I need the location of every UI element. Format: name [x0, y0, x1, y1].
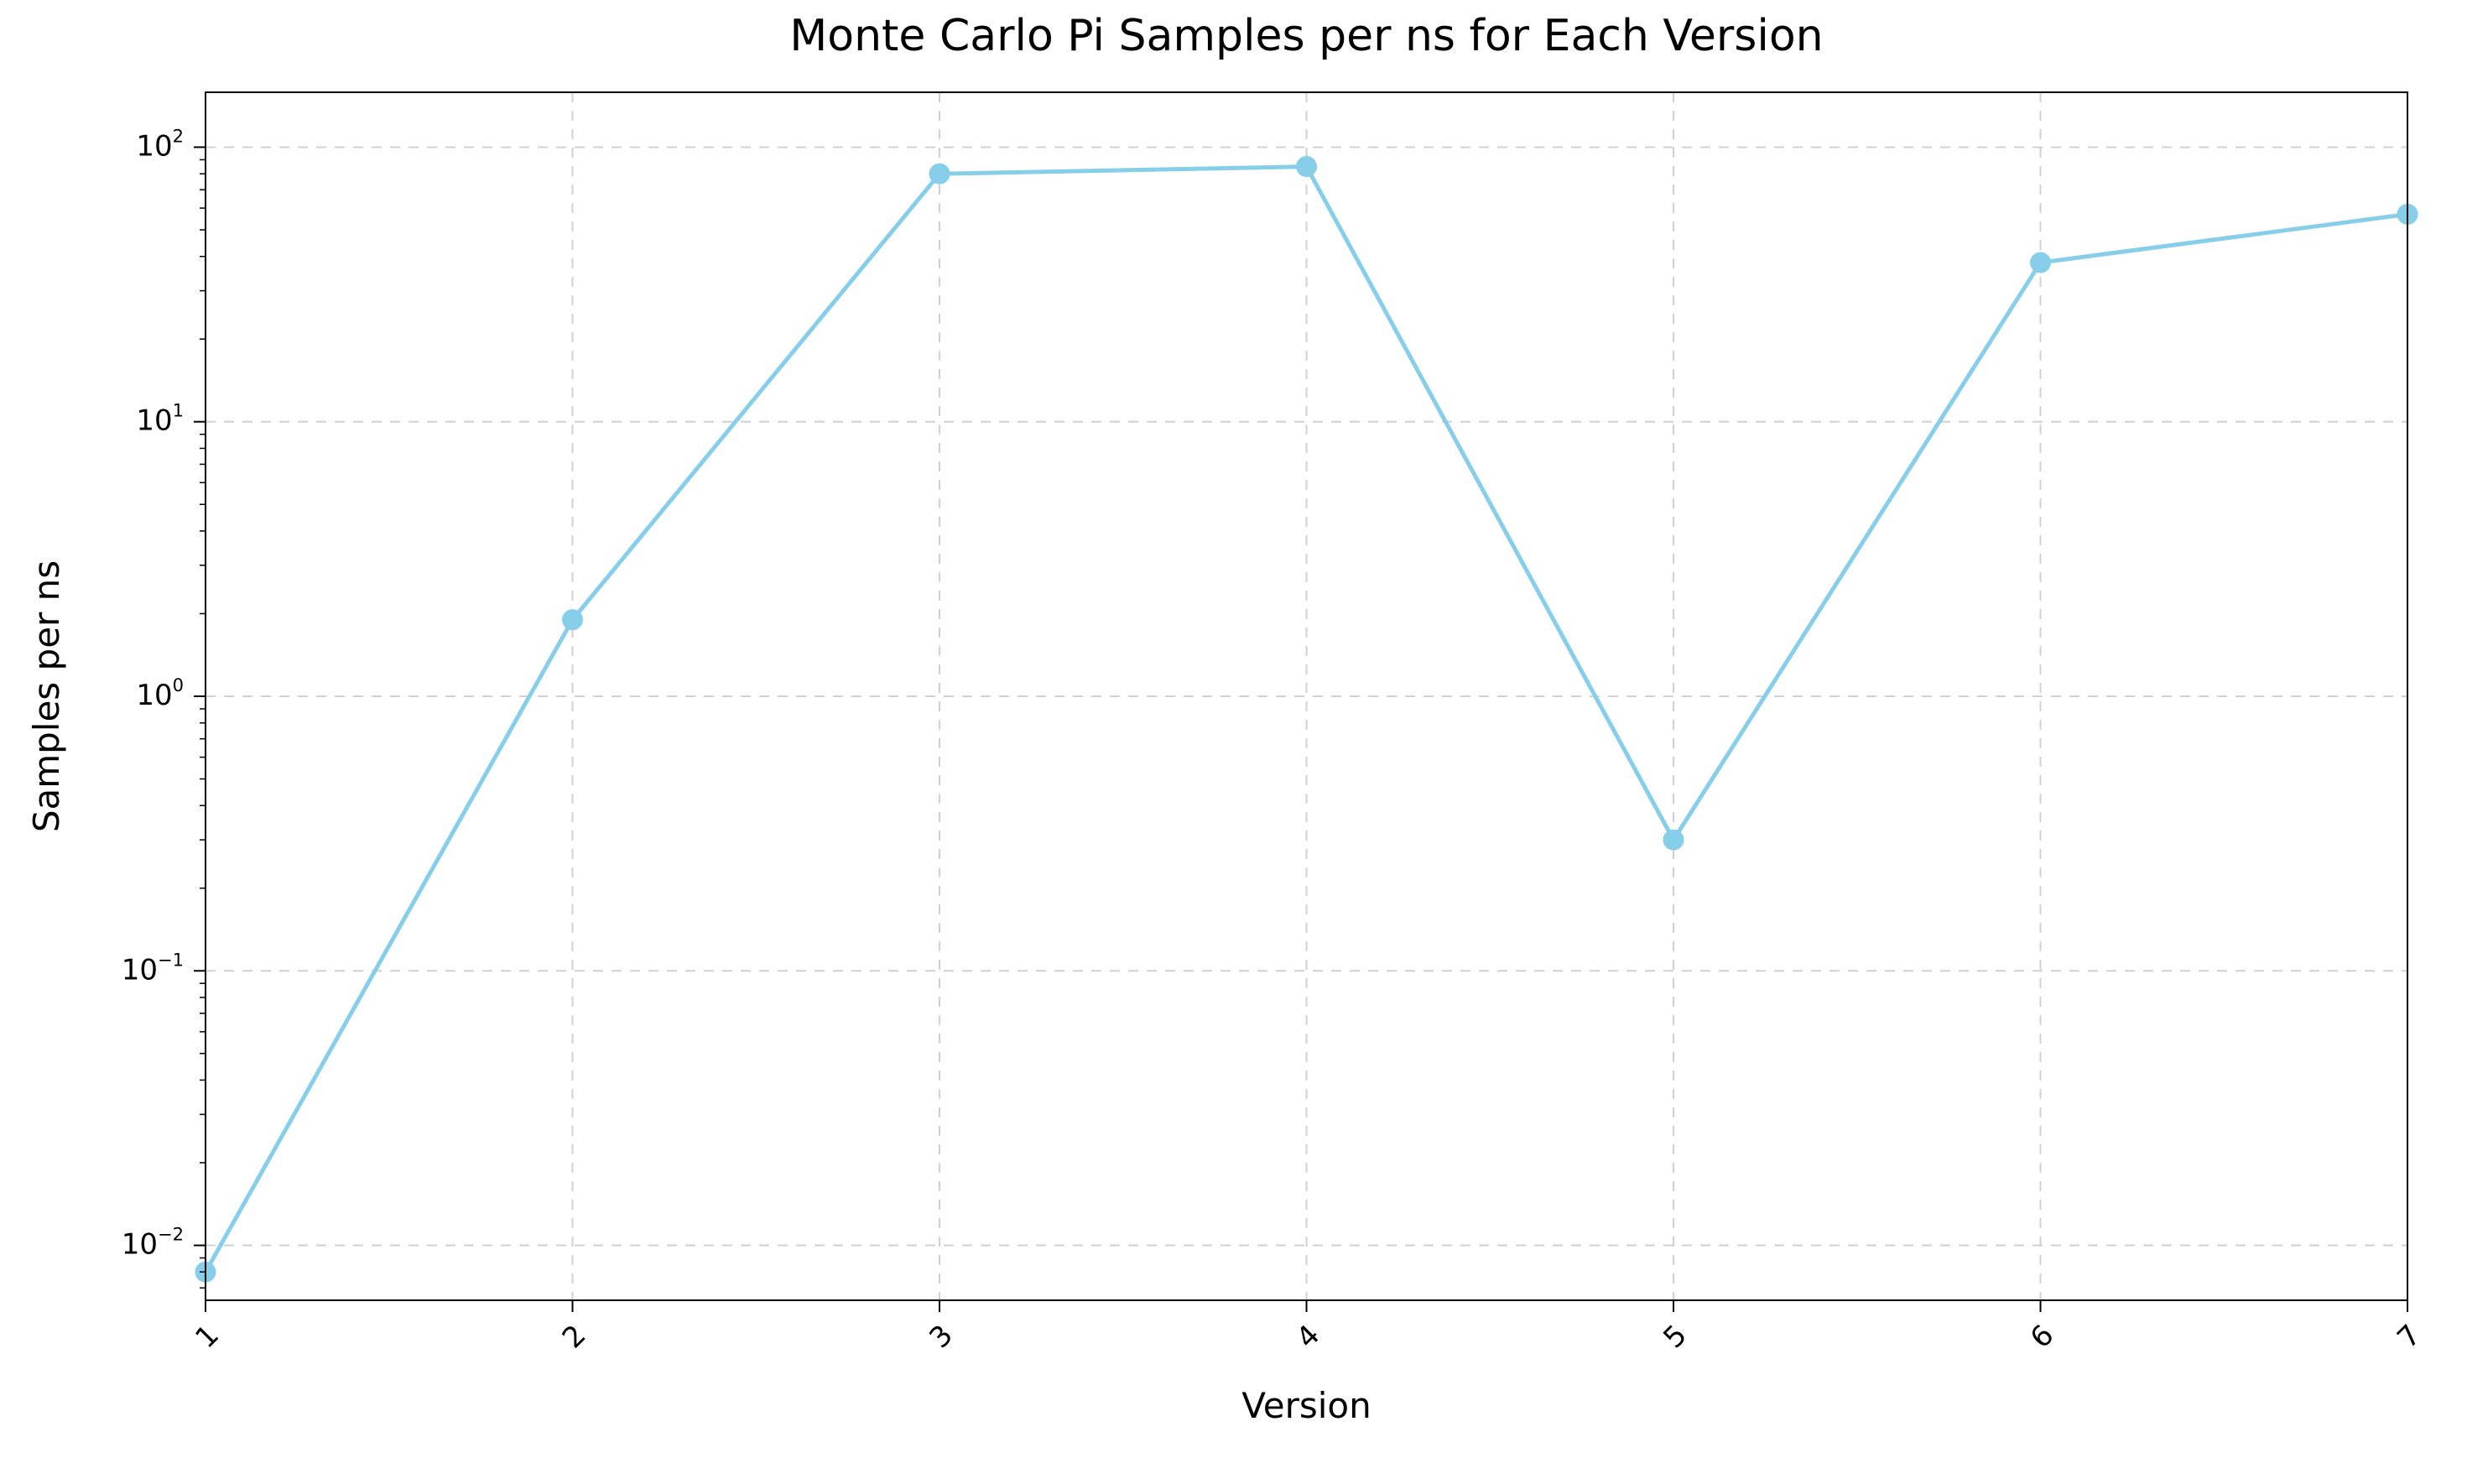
chart-background	[0, 0, 2488, 1484]
data-marker	[929, 164, 950, 184]
data-marker	[2031, 253, 2051, 273]
chart-title: Monte Carlo Pi Samples per ns for Each V…	[789, 11, 1823, 61]
y-axis-label: Samples per ns	[26, 560, 67, 832]
data-marker	[1663, 830, 1684, 850]
data-marker	[1297, 157, 1317, 177]
chart-container: 123456710−210−1100101102VersionSamples p…	[0, 0, 2488, 1484]
line-chart: 123456710−210−1100101102VersionSamples p…	[0, 0, 2488, 1484]
data-marker	[563, 610, 583, 630]
x-axis-label: Version	[1241, 1385, 1371, 1426]
